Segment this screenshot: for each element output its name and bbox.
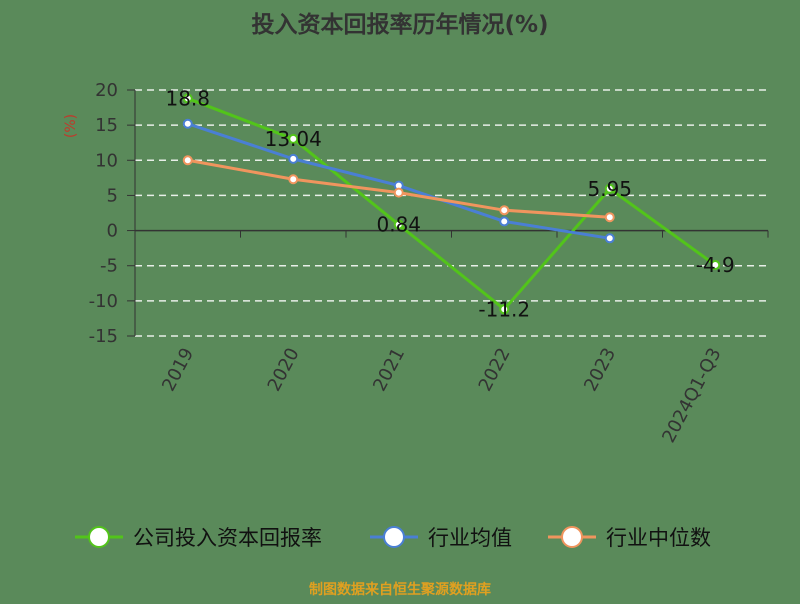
- legend: 公司投入资本回报率 行业均值 行业中位数: [75, 526, 711, 550]
- legend-label: 行业中位数: [606, 526, 711, 550]
- data-point: [604, 233, 615, 244]
- legend-label: 行业均值: [428, 526, 512, 550]
- x-tick-label: 2024Q1-Q3: [658, 344, 725, 446]
- y-tick-label: -15: [89, 326, 118, 347]
- data-point: [499, 216, 510, 227]
- data-point: [604, 183, 615, 194]
- x-tick-label: 2019: [158, 344, 198, 394]
- y-unit-label: (%): [63, 114, 79, 138]
- series-line-0: [187, 97, 717, 311]
- x-tick-label: 2023: [580, 344, 620, 394]
- data-point: [710, 260, 721, 271]
- data-point: [182, 118, 193, 129]
- y-tick-label: -10: [89, 291, 118, 312]
- data-label: 0.84: [376, 213, 421, 237]
- data-label: -4.9: [696, 253, 735, 277]
- x-tick-label: 2020: [264, 344, 304, 394]
- data-label: -11.2: [478, 297, 530, 321]
- data-point: [499, 205, 510, 216]
- y-tick-label: -5: [100, 256, 118, 277]
- data-labels: 18.8 13.04 0.84 -11.2 5.95 -4.9: [165, 86, 734, 321]
- y-tick-label: 10: [95, 150, 118, 171]
- data-label: 5.95: [587, 177, 632, 201]
- y-tick-label: 0: [107, 221, 118, 242]
- y-tick-label: 5: [107, 185, 118, 206]
- data-label: 18.8: [165, 86, 210, 110]
- data-label: 13.04: [265, 127, 322, 151]
- grid: [135, 89, 768, 337]
- data-point: [288, 153, 299, 164]
- series: [182, 93, 721, 315]
- data-point: [182, 155, 193, 166]
- legend-label: 公司投入资本回报率: [133, 526, 322, 550]
- data-point: [288, 133, 299, 144]
- data-point: [393, 187, 404, 198]
- data-point: [604, 212, 615, 223]
- axes: 20 15 10 5 0 -5 -10 -15 2019 2020 2021 2022 2023 2024…: [89, 80, 769, 446]
- chart-title: 投入资本回报率历年情况(%): [251, 11, 548, 38]
- data-point: [393, 219, 404, 230]
- data-point: [182, 93, 193, 104]
- y-tick-label: 15: [95, 115, 118, 136]
- data-point: [288, 174, 299, 185]
- source-note: 制图数据来自恒生聚源数据库: [309, 581, 491, 598]
- y-tick-label: 20: [95, 80, 118, 101]
- data-point: [499, 304, 510, 315]
- legend-marker: [88, 526, 110, 548]
- legend-marker: [561, 526, 583, 548]
- x-tick-label: 2022: [475, 344, 515, 394]
- x-tick-label: 2021: [369, 344, 409, 394]
- legend-marker: [383, 526, 405, 548]
